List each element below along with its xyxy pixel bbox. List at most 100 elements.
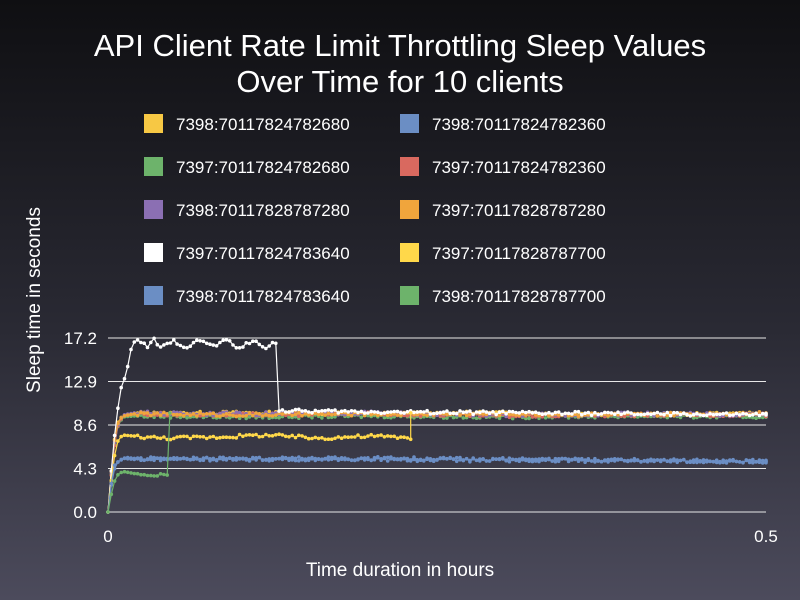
data-point [451, 411, 456, 416]
data-point [556, 413, 561, 417]
data-point [366, 434, 370, 438]
data-point [280, 408, 285, 412]
data-point [293, 435, 298, 440]
data-point [122, 414, 127, 418]
data-point [451, 415, 456, 420]
data-point [274, 433, 278, 437]
data-point [510, 409, 515, 414]
data-point [760, 411, 765, 416]
data-point [438, 410, 443, 415]
data-point [734, 459, 739, 464]
data-point [642, 412, 647, 417]
data-point [287, 415, 291, 419]
legend-item: 7397:70117824782680 [144, 157, 350, 177]
data-point [714, 458, 719, 463]
data-point [191, 340, 196, 345]
data-point [705, 413, 709, 418]
data-point [691, 460, 696, 465]
data-point [682, 411, 686, 416]
data-point [612, 459, 617, 463]
data-point [152, 434, 156, 439]
legend-swatch [144, 243, 163, 262]
data-point [533, 410, 538, 415]
data-point [751, 457, 755, 462]
data-point [405, 410, 410, 414]
data-point [175, 435, 179, 439]
data-point [224, 458, 229, 462]
data-point [178, 412, 183, 417]
data-point [125, 470, 130, 475]
data-point [412, 457, 416, 462]
data-point [382, 435, 387, 439]
data-point [297, 455, 301, 459]
data-point [195, 434, 199, 439]
data-point [181, 434, 186, 439]
data-point [362, 411, 367, 415]
data-point [510, 457, 515, 462]
data-point [445, 412, 449, 417]
data-point [507, 456, 512, 461]
data-point [178, 456, 183, 461]
data-point [399, 413, 403, 418]
data-point [504, 414, 508, 419]
data-point [260, 345, 265, 349]
data-point [672, 413, 676, 418]
data-point [658, 458, 663, 462]
data-point [359, 435, 364, 440]
data-point [122, 433, 127, 438]
data-point [175, 457, 179, 462]
data-point [701, 413, 706, 418]
data-point [214, 458, 219, 462]
data-point [484, 410, 489, 414]
data-point [326, 455, 331, 459]
data-point [283, 410, 288, 414]
data-point [303, 457, 308, 461]
data-point [191, 434, 196, 439]
data-point [448, 456, 453, 461]
data-point [389, 410, 393, 414]
data-point [612, 412, 617, 417]
data-point [155, 342, 160, 347]
data-point [198, 339, 202, 343]
data-point [116, 406, 120, 411]
legend-swatch [144, 114, 163, 133]
data-point [165, 437, 169, 442]
data-point [402, 435, 406, 440]
data-point [751, 460, 755, 465]
data-point [152, 458, 156, 463]
series-points [106, 336, 768, 514]
data-point [662, 457, 666, 462]
data-point [760, 415, 765, 420]
data-point [208, 457, 212, 461]
series-points [106, 411, 413, 514]
data-point [510, 416, 515, 421]
data-point [158, 436, 163, 441]
data-point [116, 439, 120, 443]
data-point [464, 413, 469, 418]
series-lines [106, 336, 768, 514]
data-point [320, 416, 324, 420]
data-point [501, 409, 505, 414]
data-point [188, 344, 193, 349]
data-point [185, 411, 189, 416]
data-point [665, 410, 670, 415]
data-point [359, 409, 364, 414]
data-point [754, 411, 758, 416]
data-point [708, 414, 712, 419]
data-point [280, 412, 285, 416]
data-point [606, 414, 610, 418]
data-point [122, 456, 127, 461]
data-point [688, 414, 693, 418]
data-point [497, 410, 502, 415]
data-point [665, 413, 670, 418]
data-point [149, 457, 153, 462]
data-point [185, 415, 189, 420]
data-point [290, 409, 295, 413]
data-point [428, 457, 433, 461]
data-point [487, 411, 492, 416]
data-point [290, 413, 295, 418]
data-point [366, 411, 370, 415]
data-point [277, 409, 281, 413]
data-point [399, 411, 403, 415]
data-point [507, 459, 512, 464]
